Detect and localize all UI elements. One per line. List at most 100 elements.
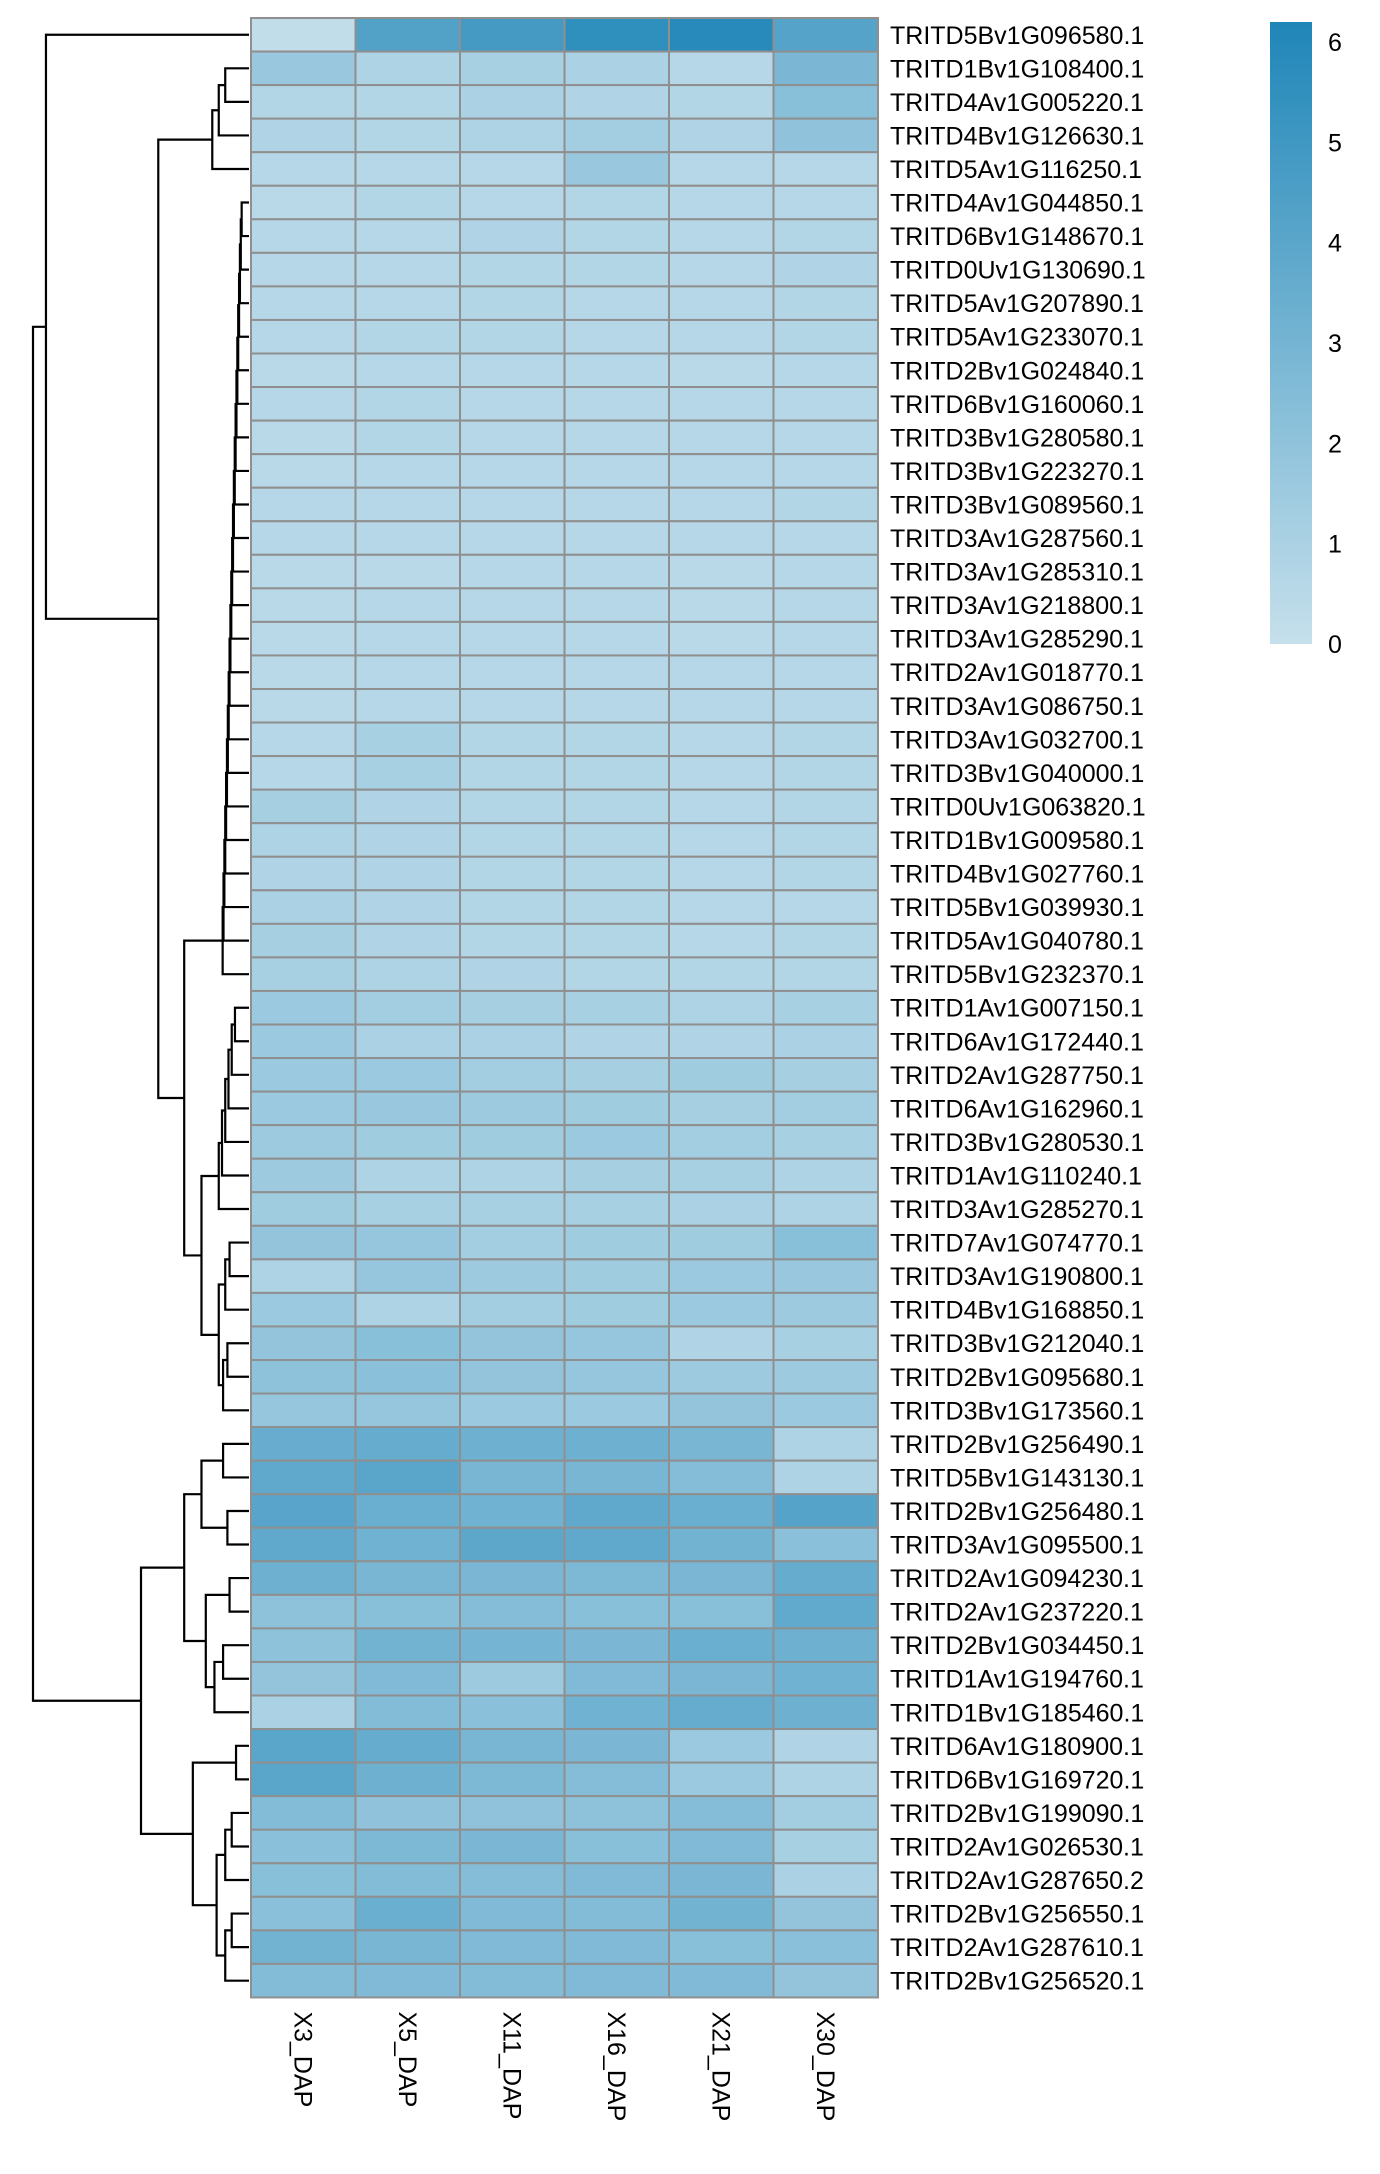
row-label: TRITD1Bv1G009580.1 <box>890 827 1144 855</box>
legend-tick-label: 6 <box>1328 29 1342 57</box>
heatmap-cell <box>250 1359 357 1395</box>
dendrogram-branch <box>224 67 249 103</box>
dendrogram-branch <box>233 1006 249 1043</box>
heatmap-cell <box>250 1694 357 1731</box>
dendrogram-branch <box>230 1912 249 1949</box>
heatmap-cell <box>563 151 670 187</box>
heatmap-cell <box>250 352 357 389</box>
row-label: TRITD3Av1G032700.1 <box>890 726 1144 754</box>
row-label: TRITD3Av1G285270.1 <box>890 1196 1144 1224</box>
heatmap-cell <box>563 1526 670 1563</box>
heatmap-cell <box>772 1459 879 1496</box>
heatmap-cell <box>250 688 357 724</box>
legend-tick-label: 4 <box>1328 230 1342 258</box>
heatmap-cell <box>250 1291 357 1328</box>
heatmap-cell <box>668 822 775 858</box>
heatmap-cell <box>354 1560 461 1596</box>
row-label: TRITD5Av1G233070.1 <box>890 324 1144 352</box>
row-label: TRITD2Av1G287750.1 <box>890 1062 1144 1090</box>
heatmap-cell <box>250 788 357 825</box>
heatmap-cell <box>459 1795 566 1831</box>
heatmap-cell <box>563 1895 670 1932</box>
heatmap-cell <box>668 587 775 623</box>
heatmap-cell <box>459 855 566 892</box>
heatmap-cell <box>250 386 357 422</box>
row-label: TRITD5Bv1G143130.1 <box>890 1464 1144 1492</box>
heatmap-cell <box>772 553 879 590</box>
heatmap-cell <box>250 1459 357 1496</box>
heatmap-cell <box>459 1728 566 1764</box>
heatmap-cell <box>250 1023 357 1060</box>
heatmap-cell <box>459 151 566 187</box>
heatmap-cell <box>563 620 670 657</box>
heatmap-cell <box>354 1057 461 1093</box>
heatmap-cell <box>668 318 775 355</box>
dendrogram-branch <box>221 1442 249 1479</box>
column-label: X5_DAP <box>393 2011 421 2107</box>
heatmap-cell <box>354 587 461 623</box>
heatmap-cell <box>459 218 566 254</box>
heatmap-cell <box>354 788 461 825</box>
heatmap-cell <box>459 1124 566 1160</box>
heatmap-cell <box>668 84 775 120</box>
heatmap-cell <box>250 620 357 657</box>
heatmap-cell <box>354 117 461 154</box>
heatmap-cell <box>459 989 566 1026</box>
heatmap-cell <box>772 755 879 791</box>
heatmap-cell <box>354 151 461 187</box>
heatmap-cell <box>459 1627 566 1663</box>
heatmap-cell <box>459 50 566 87</box>
heatmap-cell <box>459 1526 566 1563</box>
heatmap-cell <box>772 1694 879 1731</box>
heatmap-cell <box>459 1459 566 1496</box>
row-label: TRITD3Av1G285290.1 <box>890 626 1144 654</box>
heatmap-cell <box>250 587 357 623</box>
heatmap-cell <box>354 1761 461 1798</box>
heatmap-cell <box>250 1426 357 1462</box>
heatmap-cell <box>354 453 461 489</box>
heatmap-cell <box>459 251 566 288</box>
heatmap-cell <box>459 1191 566 1227</box>
heatmap-cell <box>668 453 775 489</box>
row-label: TRITD6Av1G172440.1 <box>890 1028 1144 1056</box>
row-label: TRITD5Av1G116250.1 <box>890 156 1142 184</box>
heatmap-cell <box>563 1459 670 1496</box>
heatmap-cell <box>668 352 775 389</box>
heatmap-cell <box>772 1862 879 1898</box>
row-labels: TRITD5Bv1G096580.1 TRITD1Bv1G108400.1 TRIT… <box>890 22 1146 1996</box>
heatmap-cell <box>668 1057 775 1093</box>
heatmap-cell <box>772 218 879 254</box>
heatmap-cell <box>250 520 357 556</box>
row-label: TRITD4Av1G044850.1 <box>890 190 1144 218</box>
heatmap-cell <box>563 419 670 456</box>
heatmap-cell <box>563 587 670 623</box>
heatmap-cell <box>772 285 879 321</box>
heatmap-cell <box>772 151 879 187</box>
heatmap-cell <box>250 654 357 691</box>
heatmap-cell <box>563 721 670 758</box>
heatmap-cell <box>668 1493 775 1529</box>
heatmap-cell <box>459 1560 566 1596</box>
heatmap-cell <box>354 1426 461 1462</box>
heatmap-cell <box>563 654 670 691</box>
heatmap-cell <box>772 1761 879 1798</box>
heatmap-cell <box>772 620 879 657</box>
dendrogram-branch <box>228 1241 249 1278</box>
dendrogram-branch <box>228 1576 249 1613</box>
dendrogram-branch <box>226 1342 249 1378</box>
dendrogram-branch <box>204 1593 230 1689</box>
color-scale-bar <box>1270 22 1312 644</box>
row-label: TRITD2Bv1G095680.1 <box>890 1364 1144 1392</box>
heatmap-cell <box>563 251 670 288</box>
heatmap-cell <box>459 184 566 221</box>
heatmap-cell <box>459 1359 566 1395</box>
heatmap-cell <box>563 318 670 355</box>
heatmap-cell <box>459 755 566 791</box>
heatmap-cell <box>459 889 566 925</box>
heatmap-cell <box>668 1627 775 1663</box>
heatmap-cell <box>563 956 670 992</box>
heatmap-cell <box>250 251 357 288</box>
heatmap-cell <box>354 1728 461 1764</box>
heatmap-cell <box>772 50 879 87</box>
heatmap-cell <box>772 721 879 758</box>
